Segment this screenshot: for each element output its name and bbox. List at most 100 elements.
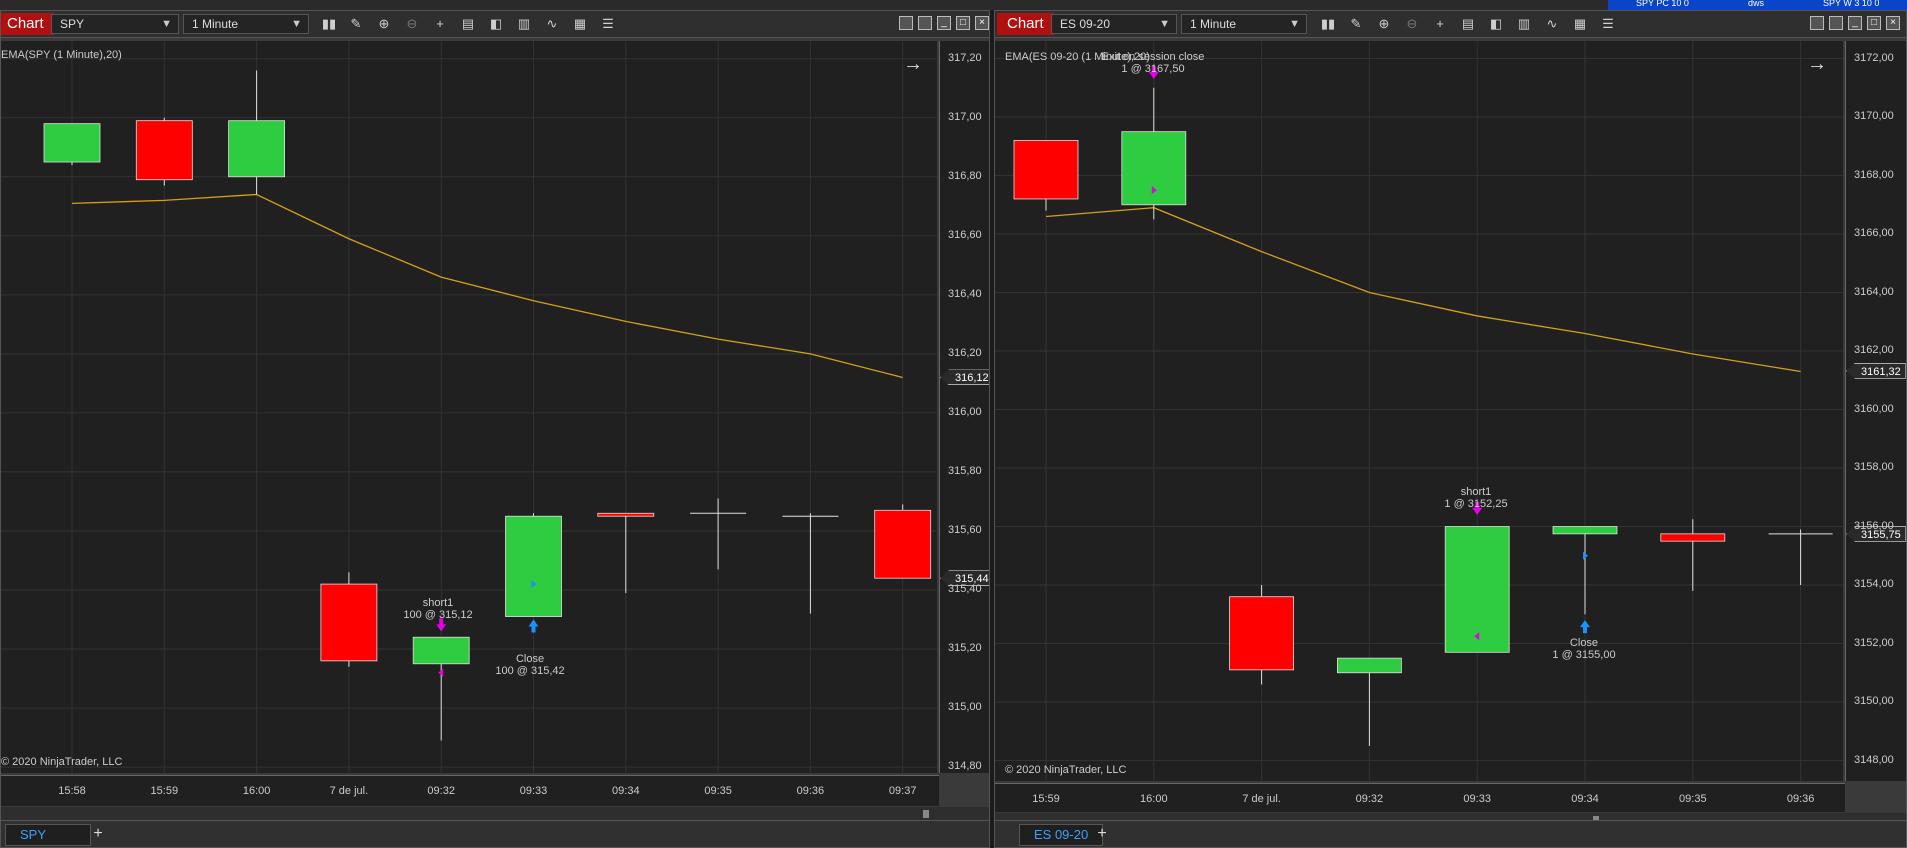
- execution-marker: [1151, 186, 1157, 195]
- ema-price-tag: 3161,32: [1846, 362, 1906, 379]
- time-axis-tick: 09:32: [1355, 793, 1384, 805]
- candle-body[interactable]: [228, 120, 286, 178]
- zoom-out-icon[interactable]: ⊖: [406, 16, 418, 31]
- top-status-text-c: SPY W 3 10 0: [1823, 0, 1880, 8]
- chart-tab[interactable]: Chart: [1, 13, 54, 35]
- instrument-selector[interactable]: ES 09-20 ▼: [1051, 14, 1177, 34]
- tile-window-icon[interactable]: [899, 16, 913, 30]
- tab-es-09-20[interactable]: ES 09-20: [1019, 824, 1104, 846]
- minimize-icon[interactable]: _: [937, 16, 951, 30]
- price-axis-tick: 316,60: [948, 228, 982, 241]
- candle-body[interactable]: [1444, 526, 1510, 653]
- scrollbar-thumb[interactable]: [923, 810, 929, 818]
- candle-body[interactable]: [43, 123, 101, 163]
- time-axis-tick: 09:33: [519, 785, 548, 797]
- candle-body[interactable]: [505, 515, 562, 617]
- crosshair-icon[interactable]: +: [1436, 16, 1444, 31]
- close-icon[interactable]: ×: [975, 16, 989, 30]
- short1-detail: 100 @ 315,12: [403, 609, 473, 621]
- horizontal-scrollbar[interactable]: [1, 807, 989, 821]
- indicator-label: EMA(ES 09-20 (1 Minute),20): [1005, 51, 1150, 63]
- maximize-icon[interactable]: □: [956, 16, 970, 30]
- maximize-icon[interactable]: □: [1867, 16, 1881, 30]
- candle-body[interactable]: [597, 512, 655, 517]
- bar-type-icon[interactable]: ▮▮: [321, 16, 337, 31]
- time-axis-tick: 09:34: [1571, 793, 1599, 805]
- sell-arrow-icon: [436, 618, 447, 632]
- candle-body[interactable]: [320, 583, 378, 662]
- price-axis-tick: 3150,00: [1854, 695, 1894, 708]
- bar-type-icon[interactable]: ▮▮: [1320, 16, 1336, 31]
- chevron-down-icon: ▼: [161, 18, 172, 30]
- indicators-icon[interactable]: ∿: [546, 16, 558, 31]
- candle-body[interactable]: [1013, 140, 1079, 200]
- arrow-right-icon[interactable]: →: [903, 53, 923, 75]
- close-name: Close: [515, 653, 545, 665]
- templates-icon[interactable]: ▦: [573, 16, 587, 31]
- chart-tab[interactable]: Chart: [997, 13, 1054, 35]
- candle-body[interactable]: [1229, 596, 1295, 671]
- time-axis-tick: 09:36: [1786, 793, 1815, 805]
- crosshair-icon[interactable]: +: [436, 16, 444, 31]
- close-icon[interactable]: ×: [1886, 16, 1900, 30]
- price-axis-tick: 316,40: [948, 287, 982, 300]
- price-plot[interactable]: EMA(SPY (1 Minute),20) © 2020 NinjaTrade…: [1, 41, 937, 773]
- zoom-out-icon[interactable]: ⊖: [1406, 16, 1418, 31]
- candle-body[interactable]: [412, 636, 470, 665]
- time-axis[interactable]: 15:59 16:00 7 de jul. 09:32 09:33 09:34 09:35 0…: [995, 783, 1845, 812]
- time-axis-tick: 09:35: [704, 785, 732, 797]
- instrument-selector[interactable]: SPY ▼: [51, 14, 179, 34]
- minimize-icon[interactable]: _: [1848, 16, 1862, 30]
- arrow-right-icon[interactable]: →: [1807, 53, 1827, 75]
- price-plot[interactable]: EMA(ES 09-20 (1 Minute),20) © 2020 Ninja…: [995, 41, 1843, 781]
- exit-session-label: Exit on session close 1 @ 3167,50: [1102, 51, 1205, 75]
- pencil-icon[interactable]: ✎: [1350, 16, 1362, 31]
- candle-body[interactable]: [1552, 526, 1618, 535]
- chart-trader-icon[interactable]: ◧: [1489, 16, 1503, 31]
- candle-body[interactable]: [135, 120, 193, 181]
- candle-body[interactable]: [1660, 533, 1726, 542]
- interval-selector[interactable]: 1 Minute ▼: [1181, 14, 1307, 34]
- candle-body[interactable]: [1121, 131, 1187, 206]
- templates-icon[interactable]: ▦: [1573, 16, 1587, 31]
- ema-price-tag: 316,12: [940, 369, 989, 386]
- time-axis-tick: 7 de jul.: [329, 785, 369, 797]
- price-axis[interactable]: 3161,32 3155,75 3172,00 3170,00 3168,00 316…: [1845, 41, 1906, 781]
- properties-icon[interactable]: ▤: [1461, 16, 1475, 31]
- chart-trader-icon[interactable]: ◧: [489, 16, 503, 31]
- candle-body[interactable]: [874, 509, 932, 579]
- pencil-icon[interactable]: ✎: [350, 16, 362, 31]
- strategies-icon[interactable]: ▥: [517, 16, 531, 31]
- restore-window-icon[interactable]: [1829, 16, 1843, 30]
- interval-selector[interactable]: 1 Minute ▼: [183, 14, 309, 34]
- add-tab-button[interactable]: +: [1097, 825, 1107, 842]
- zoom-in-icon[interactable]: ⊕: [378, 16, 390, 31]
- restore-window-icon[interactable]: [918, 16, 932, 30]
- price-axis-tick: 3156,00: [1854, 519, 1894, 532]
- price-plot-svg: [995, 41, 1843, 781]
- properties-icon[interactable]: ▤: [461, 16, 475, 31]
- add-tab-button[interactable]: +: [93, 825, 103, 842]
- tile-window-icon[interactable]: [1810, 16, 1824, 30]
- short1-name: short1: [422, 597, 454, 609]
- indicator-label: EMA(SPY (1 Minute),20): [1, 49, 122, 61]
- list-icon[interactable]: ☰: [1602, 16, 1614, 31]
- strategies-icon[interactable]: ▥: [1517, 16, 1531, 31]
- price-plot-svg: [1, 41, 937, 773]
- list-icon[interactable]: ☰: [602, 16, 614, 31]
- execution-marker: [1474, 632, 1480, 641]
- price-axis-tick: 3172,00: [1854, 51, 1894, 64]
- time-axis-tick: 09:33: [1463, 793, 1491, 805]
- zoom-in-icon[interactable]: ⊕: [1378, 16, 1390, 31]
- top-strip: SPY PC 10 0 dws SPY W 3 10 0: [0, 0, 1907, 10]
- indicators-icon[interactable]: ∿: [1546, 16, 1558, 31]
- tab-spy[interactable]: SPY: [5, 824, 91, 846]
- time-axis-tick: 09:35: [1679, 793, 1707, 805]
- execution-marker: [1583, 551, 1588, 560]
- close-detail: 100 @ 315,42: [495, 665, 565, 677]
- time-axis[interactable]: 15:58 15:59 16:00 7 de jul. 09:32 09:33 09:34 0…: [1, 775, 939, 806]
- price-axis-tick: 316,00: [948, 405, 982, 418]
- last-price-tag: 315,44: [940, 570, 989, 587]
- candle-body[interactable]: [1336, 657, 1402, 674]
- price-axis[interactable]: 316,12 315,44 317,20 317,00 316,80 316,60 31…: [939, 41, 989, 773]
